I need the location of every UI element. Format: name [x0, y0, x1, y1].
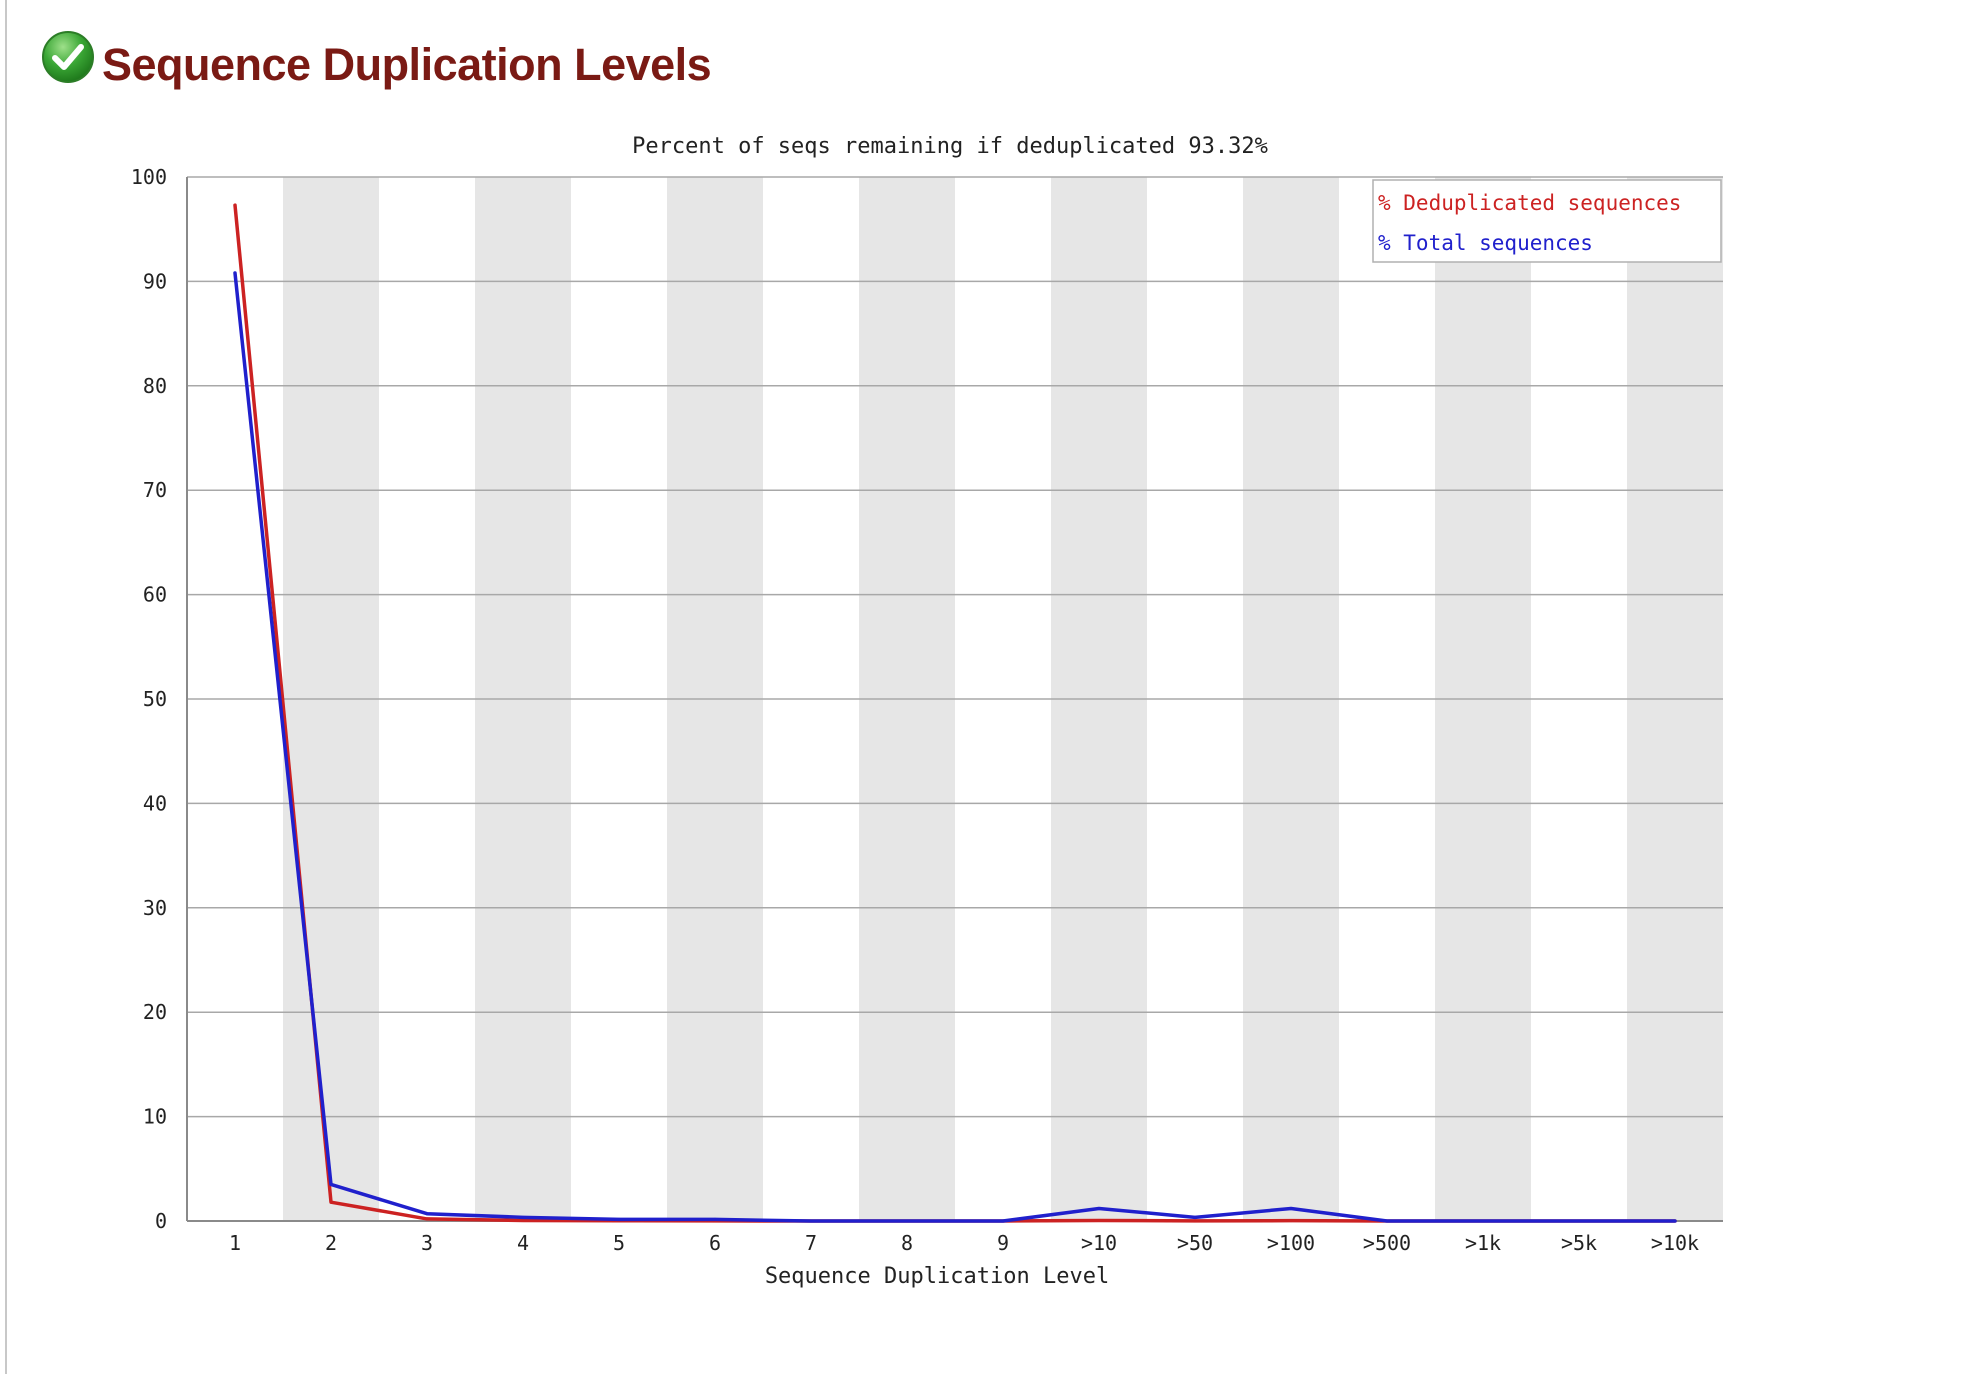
data-point: [617, 1217, 621, 1221]
data-point: [1673, 1219, 1677, 1223]
y-tick-label: 90: [143, 269, 167, 293]
legend-entry: % Deduplicated sequences: [1378, 191, 1681, 215]
series-line-total: [233, 271, 1677, 1223]
chart-legend: % Deduplicated sequences % Total sequence…: [1372, 179, 1722, 263]
data-point: [1289, 1206, 1293, 1210]
y-tick-label: 50: [143, 687, 167, 711]
page-title: Sequence Duplication Levels: [102, 39, 712, 90]
data-point: [1097, 1206, 1101, 1210]
x-tick-label: >10k: [1651, 1231, 1699, 1255]
data-point: [521, 1218, 525, 1222]
y-tick-label: 30: [143, 896, 167, 920]
data-point: [521, 1215, 525, 1219]
y-tick-label: 60: [143, 583, 167, 607]
x-tick-label: 9: [997, 1231, 1009, 1255]
y-tick-label: 100: [131, 165, 167, 189]
data-point: [1193, 1215, 1197, 1219]
data-point: [1385, 1219, 1389, 1223]
legend-box: [1372, 179, 1722, 263]
x-tick-label: 1: [229, 1231, 241, 1255]
section-header: Sequence Duplication Levels: [40, 22, 712, 92]
y-tick-label: 80: [143, 374, 167, 398]
x-tick-label: >50: [1177, 1231, 1213, 1255]
x-tick-label: >1k: [1465, 1231, 1501, 1255]
x-tick-label: 7: [805, 1231, 817, 1255]
x-tick-label: 3: [421, 1231, 433, 1255]
data-point: [329, 1200, 333, 1204]
data-point: [1481, 1219, 1485, 1223]
x-tick-label: >100: [1267, 1231, 1315, 1255]
x-axis-label: Sequence Duplication Level: [765, 1264, 1109, 1289]
data-point: [329, 1182, 333, 1186]
data-point: [1577, 1219, 1581, 1223]
x-tick-label: 6: [709, 1231, 721, 1255]
data-point: [809, 1219, 813, 1223]
x-tick-label: >5k: [1561, 1231, 1597, 1255]
data-point: [233, 271, 237, 275]
y-tick-label: 70: [143, 478, 167, 502]
y-tick-labels: 0 10 20 30 40 50 60 70 80 90 100: [131, 165, 167, 1233]
data-point: [425, 1212, 429, 1216]
x-tick-label: 2: [325, 1231, 337, 1255]
x-tick-labels: 1 2 3 4 5 6 7 8 9 >10 >50 >100 >500 >1k >5k >10k: [229, 1231, 1699, 1255]
data-point: [905, 1219, 909, 1223]
data-point: [713, 1217, 717, 1221]
data-point: [1193, 1219, 1197, 1223]
x-tick-label: 4: [517, 1231, 529, 1255]
x-tick-label: 8: [901, 1231, 913, 1255]
check-circle-icon: [42, 31, 94, 83]
y-tick-label: 20: [143, 1000, 167, 1024]
chart-title: Percent of seqs remaining if deduplicate…: [632, 134, 1268, 159]
data-point: [1001, 1219, 1005, 1223]
legend-entry: % Total sequences: [1378, 231, 1593, 255]
data-point: [425, 1217, 429, 1221]
series-lines: [233, 203, 1677, 1223]
x-tick-label: 5: [613, 1231, 625, 1255]
y-tick-label: 10: [143, 1105, 167, 1129]
data-point: [1097, 1218, 1101, 1222]
data-point: [233, 203, 237, 207]
data-point: [1289, 1219, 1293, 1223]
x-tick-label: >10: [1081, 1231, 1117, 1255]
x-tick-label: >500: [1363, 1231, 1411, 1255]
page-left-border: [5, 0, 7, 1374]
y-tick-label: 40: [143, 791, 167, 815]
y-tick-label: 0: [155, 1209, 167, 1233]
